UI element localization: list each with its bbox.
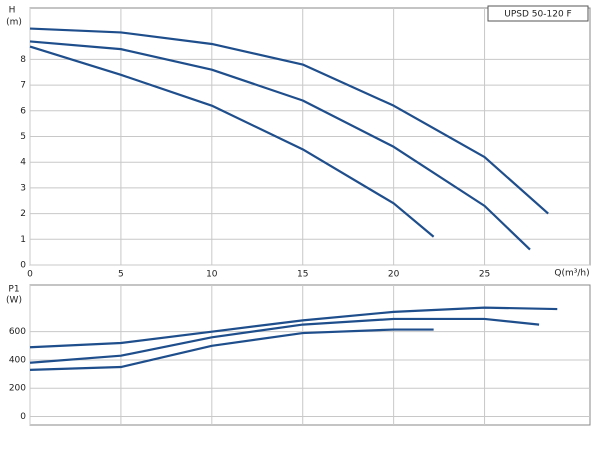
x-tick-label: 0 <box>27 270 33 280</box>
y-tick-label: 3 <box>20 183 26 193</box>
y-tick-label: 4 <box>20 158 26 168</box>
curve <box>29 45 435 238</box>
legend-text: UPSD 50-120 F <box>504 10 571 20</box>
y-tick-label: 0 <box>20 261 26 271</box>
x-tick-label: 25 <box>479 270 490 280</box>
y-label: P1 <box>8 285 19 295</box>
y-tick-label: 400 <box>9 355 26 365</box>
y-label: H <box>9 6 16 16</box>
curve <box>29 317 540 364</box>
y-tick-label: 8 <box>20 55 26 65</box>
y-tick-label: 1 <box>20 235 26 245</box>
y-unit: (m) <box>6 18 22 28</box>
y-tick-label: 7 <box>20 81 26 91</box>
plot-frame <box>29 284 591 426</box>
y-tick-label: 2 <box>20 209 26 219</box>
legend-box <box>487 5 589 22</box>
x-tick-label: 10 <box>206 270 218 280</box>
curve <box>29 27 549 215</box>
curve <box>29 328 434 371</box>
x-tick-label: 15 <box>297 270 308 280</box>
x-label: Q(m³/h) <box>554 269 589 279</box>
y-tick-label: 0 <box>20 412 26 422</box>
y-unit: (W) <box>6 296 22 306</box>
x-tick-label: 5 <box>118 270 124 280</box>
x-tick-label: 20 <box>388 270 400 280</box>
y-tick-label: 200 <box>9 384 26 394</box>
y-tick-label: 6 <box>20 106 26 116</box>
curve <box>29 40 531 251</box>
curve <box>29 306 558 349</box>
y-tick-label: 5 <box>20 132 26 142</box>
y-tick-label: 600 <box>9 327 26 337</box>
